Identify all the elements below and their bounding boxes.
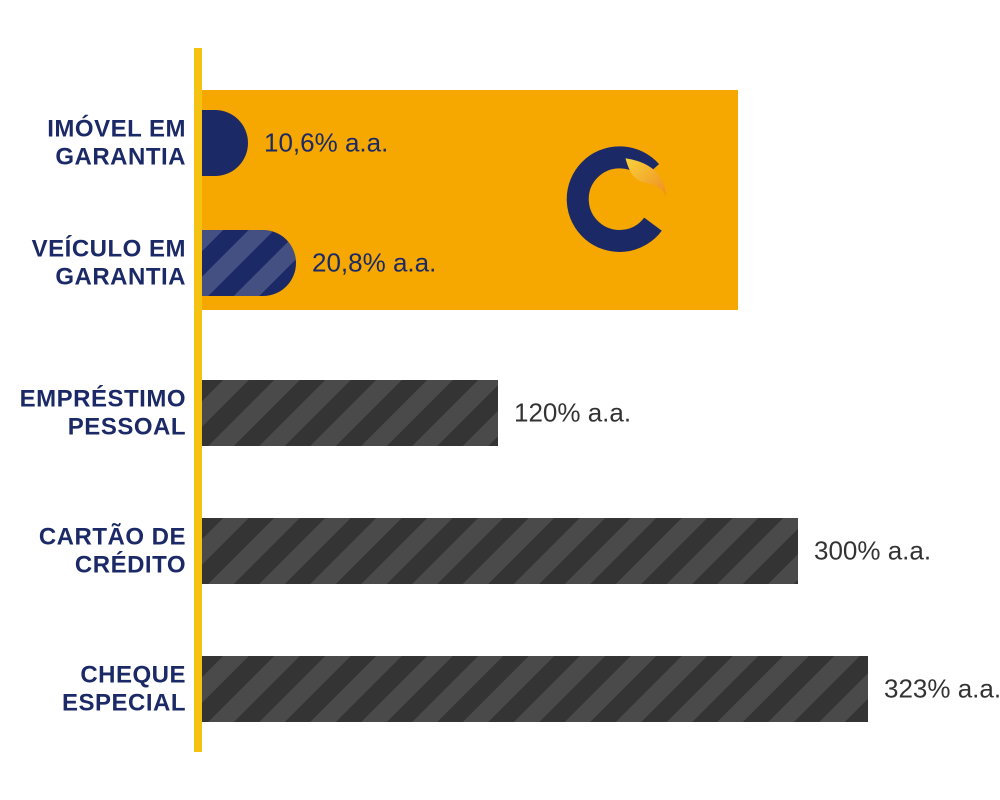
bar-cheque (198, 656, 868, 722)
bar-value-veiculo: 20,8% a.a. (312, 248, 436, 279)
bar-label-cheque: CHEQUE ESPECIAL (0, 661, 186, 716)
bar-stripes (198, 230, 296, 296)
bar-cartao (198, 518, 798, 584)
bar-label-emprestimo: EMPRÉSTIMO PESSOAL (0, 385, 186, 440)
bar-stripes (198, 380, 498, 446)
bar-veiculo (198, 230, 296, 296)
bar-value-cheque: 323% a.a. (884, 674, 1000, 705)
bar-value-imovel: 10,6% a.a. (264, 128, 388, 159)
bar-label-cartao: CARTÃO DE CRÉDITO (0, 523, 186, 578)
bar-row-cartao: CARTÃO DE CRÉDITO 300% a.a. (0, 518, 1000, 584)
y-axis-line (194, 48, 202, 752)
bar-label-veiculo: VEÍCULO EM GARANTIA (0, 235, 186, 290)
bar-value-emprestimo: 120% a.a. (514, 398, 631, 429)
bar-imovel (198, 110, 248, 176)
bar-stripes (198, 656, 868, 722)
bar-emprestimo (198, 380, 498, 446)
bar-label-imovel: IMÓVEL EM GARANTIA (0, 115, 186, 170)
bar-row-veiculo: VEÍCULO EM GARANTIA 20,8% a.a. (0, 230, 1000, 296)
interest-rate-bar-chart: IMÓVEL EM GARANTIA 10,6% a.a. VEÍCULO EM G… (0, 0, 1000, 800)
bar-row-imovel: IMÓVEL EM GARANTIA 10,6% a.a. (0, 110, 1000, 176)
bar-stripes (198, 518, 798, 584)
bar-row-cheque: CHEQUE ESPECIAL 323% a.a. (0, 656, 1000, 722)
bar-value-cartao: 300% a.a. (814, 536, 931, 567)
bar-row-emprestimo: EMPRÉSTIMO PESSOAL 120% a.a. (0, 380, 1000, 446)
brand-logo-icon (565, 145, 675, 255)
